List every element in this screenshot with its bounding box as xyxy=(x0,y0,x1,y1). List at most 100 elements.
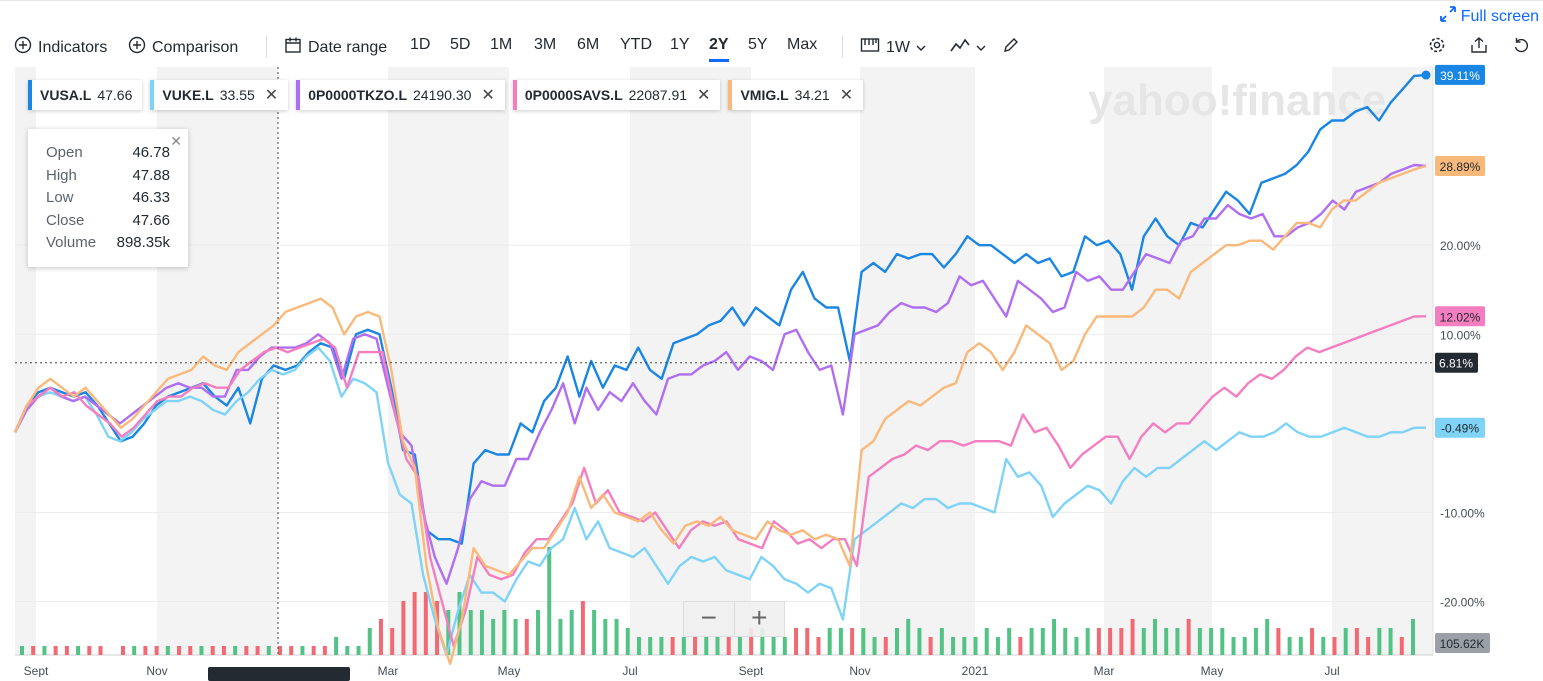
chart-type-dropdown[interactable] xyxy=(950,36,986,59)
volume-bar xyxy=(872,637,877,655)
price-badge-label: -0.49% xyxy=(1441,422,1479,436)
range-6m[interactable]: 6M xyxy=(577,36,600,53)
volume-bar xyxy=(221,646,226,655)
volume-bar xyxy=(861,628,866,655)
share-button[interactable] xyxy=(1470,36,1488,59)
range-2y[interactable]: 2Y xyxy=(709,36,729,62)
volume-bar xyxy=(479,610,484,655)
volume-bar xyxy=(1119,628,1124,655)
tooltip-row: Close 47.66 xyxy=(28,210,188,233)
zoom-in-button[interactable]: + xyxy=(751,602,768,633)
tooltip-row: Open 46.78 xyxy=(28,142,188,165)
volume-bar xyxy=(681,637,686,655)
legend-chip[interactable]: VUSA.L 47.66 xyxy=(28,80,143,110)
volume-bar xyxy=(805,628,810,655)
candle-icon xyxy=(860,36,880,59)
volume-bar xyxy=(704,637,709,655)
indicators-button[interactable]: Indicators xyxy=(14,36,107,59)
volume-bar xyxy=(423,592,428,655)
toolbar-divider xyxy=(266,36,267,58)
range-1d[interactable]: 1D xyxy=(410,36,431,53)
volume-bar xyxy=(446,610,451,655)
close-icon[interactable]: ✕ xyxy=(481,87,495,104)
crosshair-badge-label: 6.81% xyxy=(1439,357,1473,371)
plus-circle-icon xyxy=(128,36,146,59)
legend-chip[interactable]: 0P0000TKZO.L 24190.30 ✕ xyxy=(296,80,505,110)
volume-bar xyxy=(726,637,731,655)
draw-button[interactable] xyxy=(1002,36,1020,59)
tooltip-label: Close xyxy=(46,211,85,229)
volume-bar xyxy=(1018,637,1023,655)
interval-dropdown[interactable]: 1W xyxy=(860,36,926,59)
close-icon[interactable]: ✕ xyxy=(697,87,711,104)
volume-bar xyxy=(1287,637,1292,655)
range-ytd[interactable]: YTD xyxy=(620,36,652,53)
volume-bar xyxy=(356,646,361,655)
range-1y[interactable]: 1Y xyxy=(670,36,690,53)
y-tick-label: -20.00% xyxy=(1440,596,1485,610)
series-line-0P0000TKZO.L xyxy=(13,163,1427,585)
price-badge xyxy=(1435,306,1485,327)
legend-chip[interactable]: VMIG.L 34.21 ✕ xyxy=(728,80,864,110)
close-icon[interactable]: ✕ xyxy=(839,87,854,104)
volume-bar xyxy=(693,637,698,655)
indicators-label: Indicators xyxy=(38,38,108,56)
pencil-icon xyxy=(1002,36,1020,59)
x-tick-label: May xyxy=(1201,664,1224,677)
reset-button[interactable] xyxy=(1512,36,1530,59)
legend-symbol: VMIG.L xyxy=(740,87,789,103)
settings-button[interactable] xyxy=(1428,36,1446,59)
legend-chip[interactable]: VUKE.L 33.55 ✕ xyxy=(150,80,289,110)
volume-bar xyxy=(1085,628,1090,655)
volume-bar xyxy=(412,592,417,655)
volume-bar xyxy=(951,637,956,655)
range-5y[interactable]: 5Y xyxy=(748,36,768,53)
volume-bar xyxy=(928,637,933,655)
range-1m[interactable]: 1M xyxy=(490,36,513,53)
volume-bar xyxy=(962,637,967,655)
legend-chip[interactable]: 0P0000SAVS.L 22087.91 ✕ xyxy=(512,80,721,110)
volume-badge-label: 105.62K xyxy=(1440,637,1485,651)
volume-bar xyxy=(816,637,821,655)
volume-bar xyxy=(289,646,294,655)
volume-bar xyxy=(1052,619,1057,655)
volume-bar xyxy=(513,619,518,655)
range-3m[interactable]: 3M xyxy=(534,36,557,53)
volume-bar xyxy=(1164,628,1169,655)
volume-bar xyxy=(883,637,888,655)
volume-bar xyxy=(1197,628,1202,655)
comparison-button[interactable]: Comparison xyxy=(128,36,238,59)
x-tick-label: Jul xyxy=(622,664,637,677)
legend-value: 47.66 xyxy=(97,87,133,103)
series-line-VUSA.L xyxy=(13,73,1427,545)
close-icon[interactable]: ✕ xyxy=(170,133,182,149)
x-tick-label: Mar xyxy=(378,664,399,677)
volume-bar xyxy=(53,646,58,655)
range-max[interactable]: Max xyxy=(787,36,818,53)
volume-bar xyxy=(76,646,81,655)
volume-bar xyxy=(659,637,664,655)
close-icon[interactable]: ✕ xyxy=(264,87,279,104)
volume-bar xyxy=(31,646,36,655)
volume-bar xyxy=(42,646,47,655)
price-badge xyxy=(1435,417,1485,438)
volume-bar xyxy=(401,601,406,655)
series-line-VMIG.L xyxy=(13,164,1427,666)
volume-bar xyxy=(850,628,855,655)
legend-value: 24190.30 xyxy=(413,87,472,103)
volume-bar xyxy=(1108,628,1113,655)
fullscreen-button[interactable]: Full screen xyxy=(1439,5,1539,28)
calendar-icon xyxy=(284,36,302,59)
zoom-out-button[interactable]: − xyxy=(684,602,735,636)
volume-bar xyxy=(760,628,765,655)
volume-bar xyxy=(491,619,496,655)
volume-bar xyxy=(1265,619,1270,655)
volume-bar xyxy=(154,646,159,655)
volume-bar xyxy=(794,628,799,655)
volume-bar xyxy=(838,628,843,655)
comparison-label: Comparison xyxy=(152,38,239,56)
volume-bar xyxy=(636,637,641,655)
date-range-button[interactable]: Date range xyxy=(284,36,387,59)
range-5d[interactable]: 5D xyxy=(450,36,471,53)
